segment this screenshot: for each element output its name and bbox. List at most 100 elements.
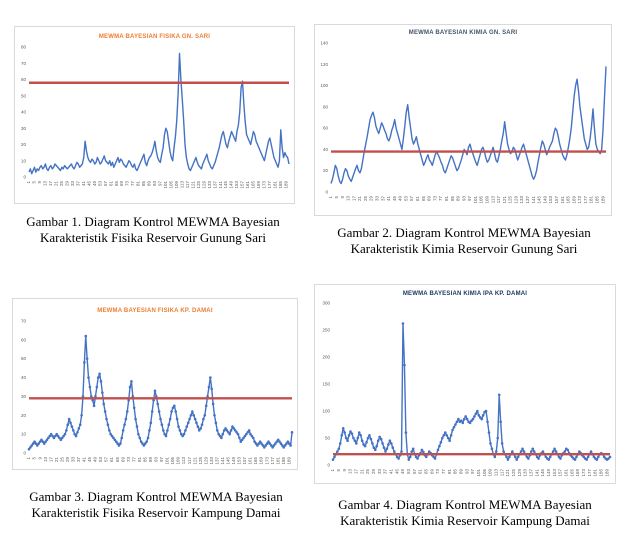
data-point	[94, 395, 97, 398]
x-tick-label: 77	[131, 457, 136, 463]
x-tick-label: 65	[115, 457, 120, 463]
data-point	[120, 436, 124, 440]
data-point	[102, 402, 106, 406]
x-tick-label: 29	[65, 457, 70, 463]
data-point	[403, 363, 406, 367]
data-point	[439, 441, 443, 444]
y-tick-label: 50	[21, 356, 27, 361]
x-tick-label: 177	[587, 469, 592, 477]
x-tick-label: 161	[563, 469, 568, 477]
data-point	[238, 436, 241, 440]
data-point	[243, 434, 247, 438]
data-point	[84, 334, 88, 338]
data-point	[346, 439, 349, 442]
x-tick-label: 97	[159, 457, 164, 463]
x-tick-label: 5	[334, 196, 339, 199]
x-tick-label: 141	[534, 469, 539, 477]
x-tick-label: 137	[525, 196, 530, 204]
data-point	[116, 442, 119, 445]
x-tick-label: 33	[377, 469, 382, 475]
data-point	[164, 434, 168, 438]
data-point	[553, 447, 556, 451]
data-point	[343, 431, 346, 434]
data-point	[481, 414, 485, 417]
x-tick-label: 157	[240, 181, 245, 189]
data-point	[532, 450, 536, 453]
x-tick-label: 109	[176, 457, 181, 465]
data-point	[182, 432, 186, 436]
x-tick-label: 49	[400, 469, 405, 475]
x-tick-label: 65	[114, 181, 119, 187]
data-point	[62, 434, 65, 438]
data-point	[125, 410, 129, 413]
x-tick-label: 101	[473, 196, 478, 204]
data-point	[240, 438, 244, 442]
y-tick-label: 100	[320, 83, 328, 88]
data-point	[95, 385, 99, 389]
x-tick-label: 89	[458, 469, 463, 475]
data-point	[493, 455, 497, 459]
x-tick-label: 41	[389, 469, 394, 475]
data-point	[227, 430, 230, 434]
x-tick-label: 129	[203, 457, 208, 465]
data-point	[290, 430, 294, 434]
chart-panel-2: MEWMA BAYESIAN KIMIA GN. SARI 0 20 40 60 80 1…	[314, 24, 612, 216]
x-tick-label: 157	[554, 196, 559, 204]
data-point	[338, 442, 342, 445]
data-point	[27, 447, 31, 451]
x-tick-label: 45	[394, 469, 399, 475]
data-point	[161, 429, 165, 432]
x-tick-label: 45	[392, 196, 397, 202]
data-point	[282, 446, 285, 449]
data-point	[477, 414, 481, 417]
x-tick-label: 5	[32, 181, 37, 184]
chart-title-2: MEWMA BAYESIAN KIMIA GN. SARI	[408, 30, 518, 36]
data-point	[462, 417, 466, 421]
data-point	[112, 436, 115, 440]
x-tick-label: 97	[158, 181, 163, 187]
x-tick-label: 41	[82, 457, 87, 463]
x-tick-label: 117	[185, 181, 190, 189]
data-point	[207, 385, 211, 389]
data-point	[287, 442, 291, 445]
data-point	[258, 440, 262, 443]
data-point	[192, 413, 196, 417]
x-tick-label: 181	[589, 196, 594, 204]
x-tick-label: 101	[476, 469, 481, 477]
chart-panel-1: MEWMA BAYESIAN FISIKA GN. SARI 0 10 20 30 40…	[14, 26, 295, 204]
data-point	[359, 434, 362, 437]
data-point	[41, 440, 45, 443]
data-point	[113, 438, 117, 442]
data-point	[87, 376, 90, 379]
data-point	[135, 425, 139, 428]
x-tick-label: 153	[552, 469, 557, 477]
x-tick-label: 149	[229, 181, 234, 189]
y-tick-label: 80	[21, 45, 27, 50]
data-point	[422, 450, 425, 454]
data-point	[77, 427, 81, 430]
x-tick-label: 73	[125, 181, 130, 187]
figure-caption-3: Gambar 3. Diagram Kontrol MEWMA Bayesian…	[29, 489, 283, 520]
data-point	[127, 398, 130, 402]
x-tick-label: 89	[147, 181, 152, 187]
data-point	[516, 455, 520, 459]
data-point	[496, 436, 500, 440]
data-point	[250, 434, 254, 438]
data-point	[105, 417, 108, 421]
y-tick-label: 0	[325, 190, 328, 195]
x-tick-label: 113	[493, 469, 498, 477]
data-point	[333, 455, 336, 459]
data-point	[231, 425, 234, 428]
data-point	[56, 434, 60, 438]
x-tick-label: 109	[488, 469, 493, 477]
data-point	[519, 450, 523, 453]
data-point	[74, 434, 78, 438]
data-point	[76, 430, 79, 434]
data-point	[124, 417, 128, 421]
data-point	[175, 417, 179, 421]
data-point	[73, 432, 76, 436]
data-point	[29, 446, 32, 449]
data-point	[448, 439, 451, 442]
data-point	[531, 447, 535, 451]
data-point	[455, 420, 459, 424]
